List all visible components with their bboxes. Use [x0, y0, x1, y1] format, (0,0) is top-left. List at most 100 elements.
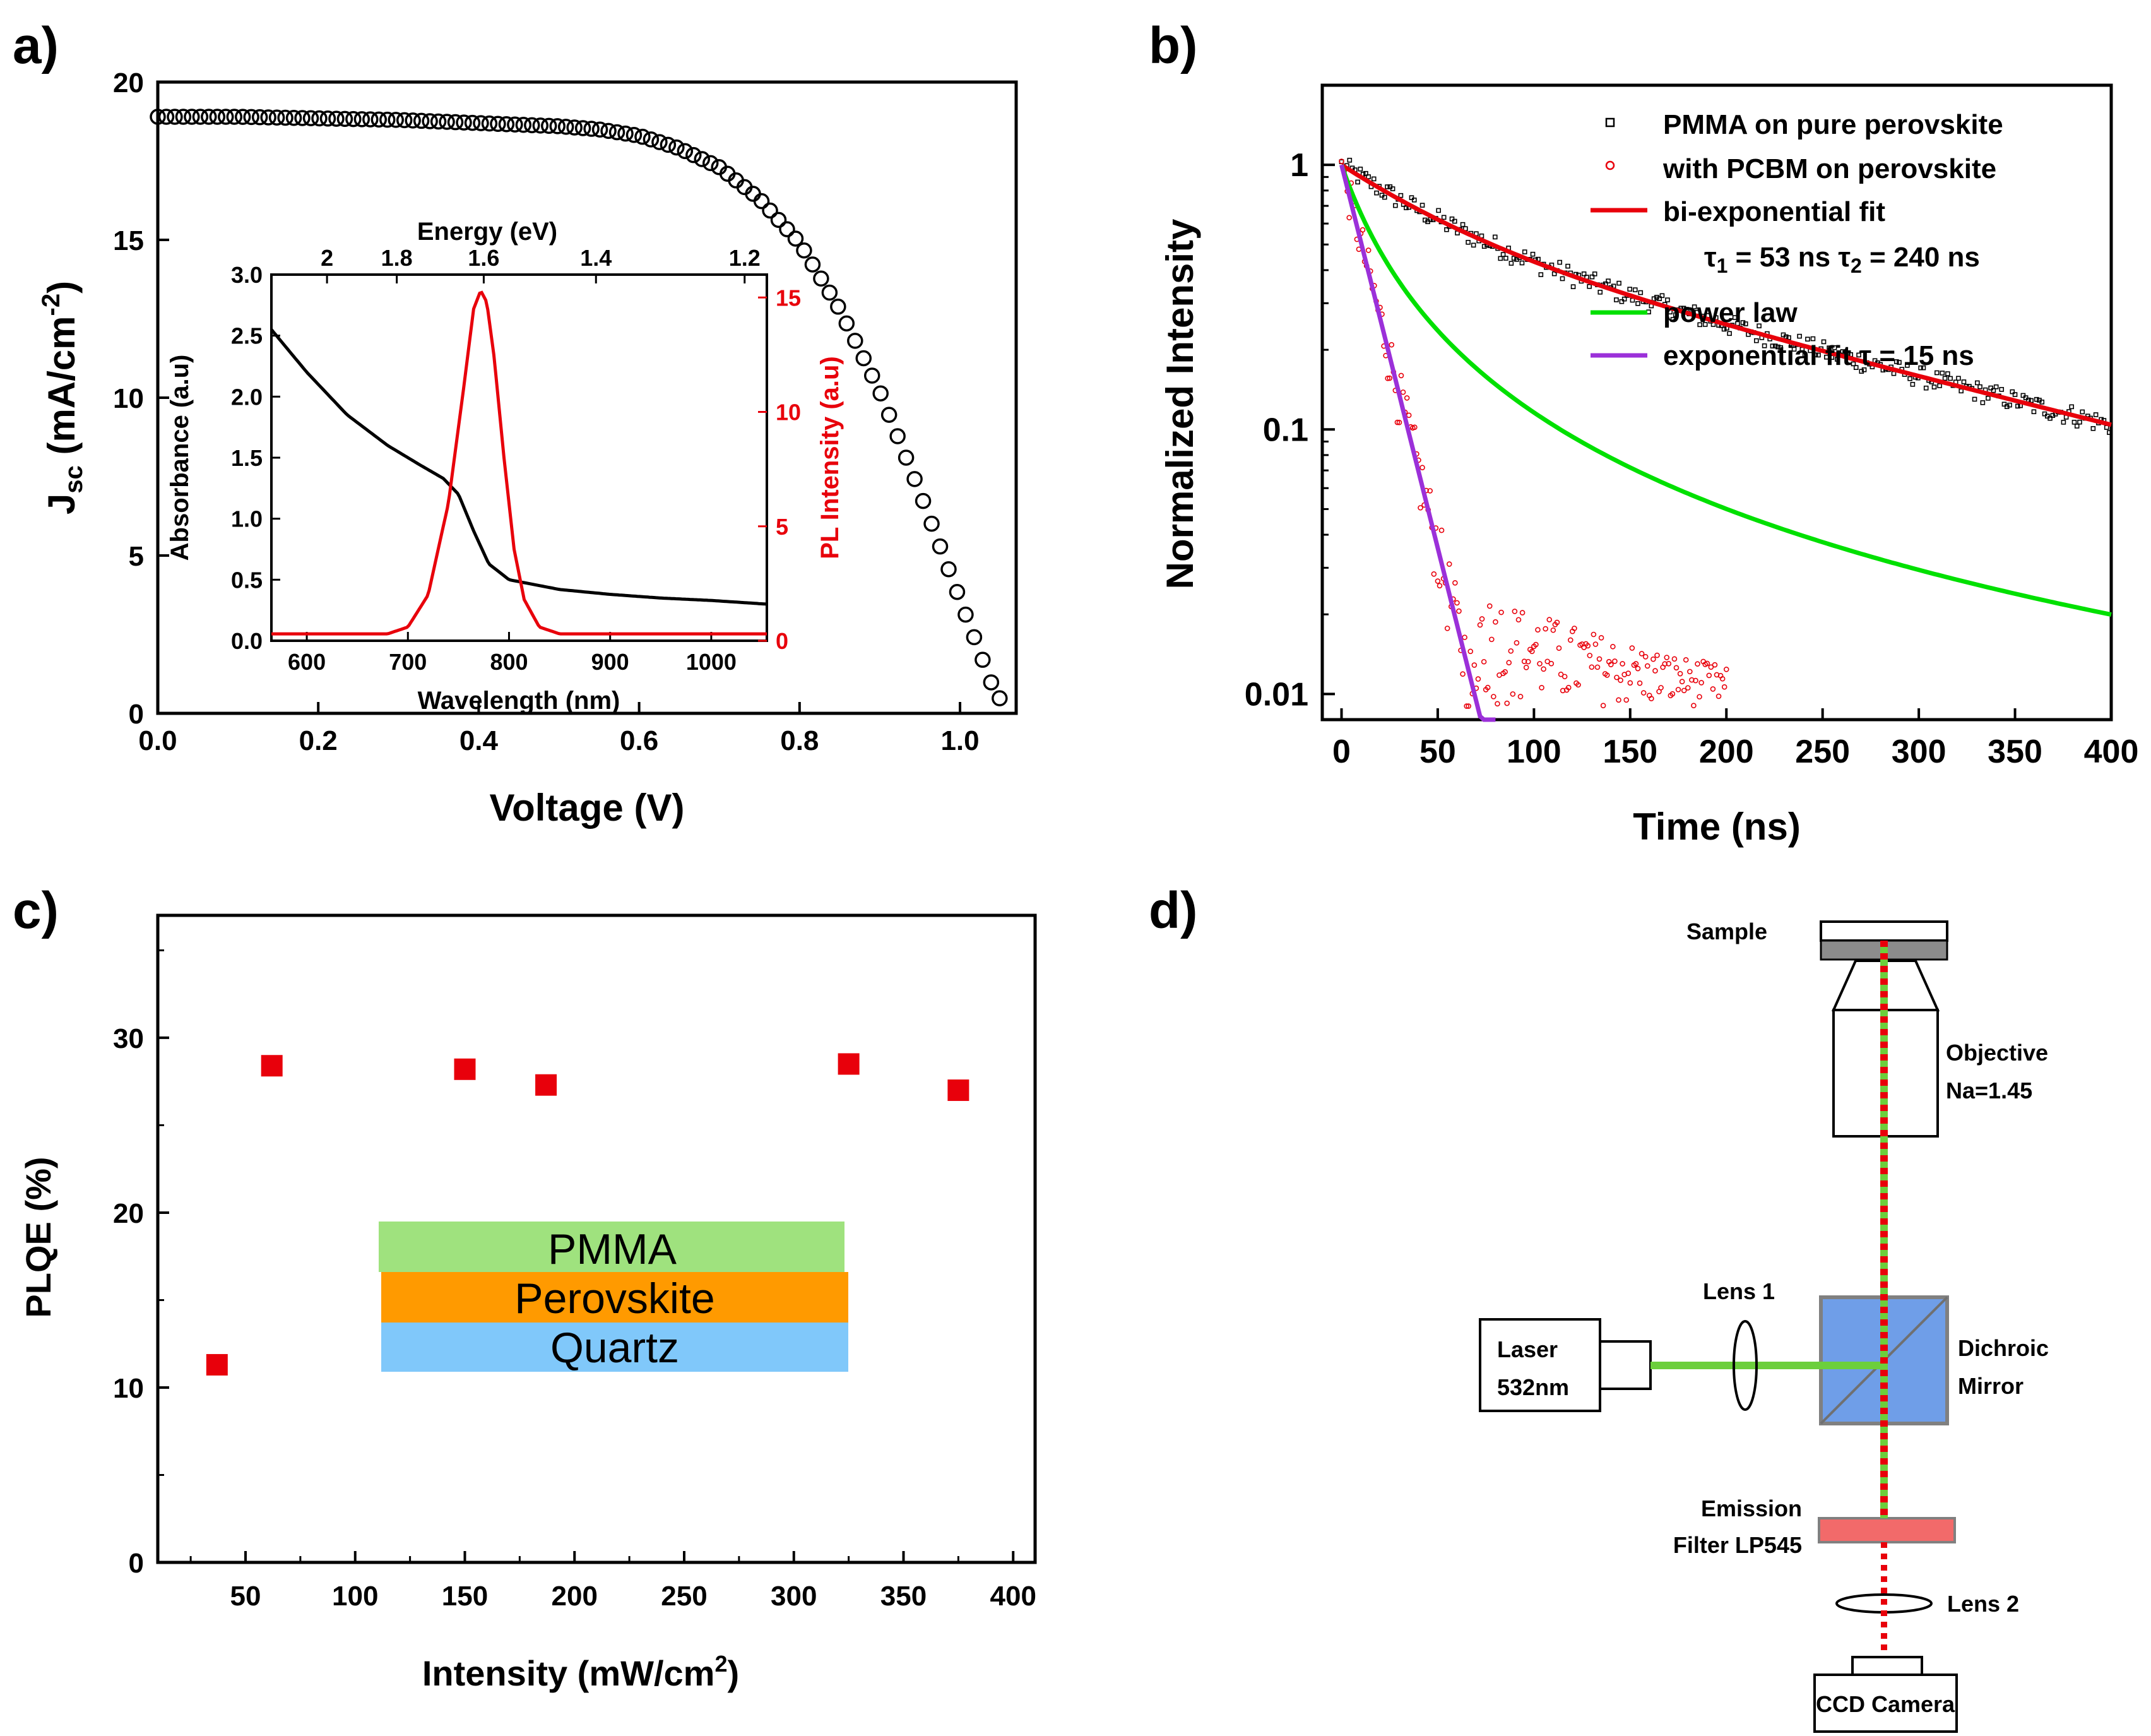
pmma-point	[1757, 323, 1762, 329]
y-tick-label-b: 0.01	[1245, 676, 1308, 713]
jv-point	[464, 114, 481, 131]
jv-point	[880, 407, 898, 423]
pmma-point	[2047, 415, 2053, 421]
pmma-point	[1986, 396, 1991, 401]
inset-y-tick-label: 1.5	[231, 445, 263, 471]
pmma-point	[1910, 382, 1916, 387]
x-tick-label-b: 200	[1699, 734, 1754, 770]
pmma-point	[1921, 365, 1926, 371]
pmma-point	[1670, 317, 1676, 322]
pmma-point	[1551, 271, 1557, 276]
pmma-point	[2031, 409, 2037, 415]
pmma-point	[1956, 376, 1961, 381]
pmma-point	[1411, 198, 1417, 203]
jv-point	[243, 109, 259, 126]
laser-label-1: Laser	[1497, 1336, 1558, 1362]
pcbm-point	[1437, 583, 1443, 589]
pcbm-point	[1723, 667, 1729, 672]
y-tick-label-c: 10	[113, 1373, 144, 1404]
jv-point	[583, 121, 600, 137]
jv-point	[524, 117, 540, 134]
pmma-point	[1778, 345, 1784, 350]
pmma-point	[1522, 249, 1527, 254]
x-tick-label-c: 50	[230, 1581, 261, 1612]
jv-point	[702, 155, 719, 172]
pmma-point	[1673, 312, 1678, 318]
pmma-point	[1382, 194, 1387, 200]
pcbm-point	[1514, 640, 1520, 646]
pmma-point	[1355, 179, 1360, 185]
x-tick-label-a: 0.8	[780, 725, 819, 756]
inset-y2-tick-label: 5	[776, 514, 788, 540]
pmma-point	[1791, 347, 1797, 352]
y-tick-label-c: 30	[113, 1023, 144, 1054]
pcbm-point	[1398, 372, 1404, 379]
jv-point	[863, 367, 880, 384]
x-tick-label-a: 0.4	[459, 725, 499, 756]
pmma-point	[1805, 336, 1810, 342]
pmma-point	[1823, 354, 1829, 360]
pmma-point	[2039, 400, 2045, 405]
jv-point	[651, 134, 668, 150]
pmma-point	[2010, 389, 2015, 395]
inset-x2-tick-label: 2	[321, 245, 333, 271]
pcbm-point	[1419, 465, 1425, 470]
pmma-point	[1452, 218, 1457, 224]
pcbm-point	[1673, 665, 1680, 671]
pcbm-point	[1693, 677, 1698, 684]
pmma-point	[1697, 322, 1702, 328]
jv-series	[150, 109, 1008, 706]
legend-item-pmma: PMMA on pure perovskite	[1605, 109, 2003, 140]
pmma-point	[1980, 400, 1986, 405]
jv-point	[370, 111, 388, 128]
jv-point	[940, 561, 957, 578]
pcbm-point	[1464, 703, 1469, 709]
y-tick-label-a: 10	[113, 383, 144, 414]
pmma-point	[1810, 336, 1816, 342]
x-tick-label-b: 100	[1507, 734, 1561, 770]
pmma-point	[1659, 293, 1665, 299]
tau2-symbol: τ	[1838, 242, 1851, 273]
pmma-point	[1893, 359, 1899, 364]
pmma-point	[1500, 252, 1506, 257]
pmma-point	[1565, 263, 1570, 269]
pcbm-point	[1418, 505, 1423, 511]
jv-point	[405, 112, 421, 129]
jv-point	[150, 109, 166, 125]
pcbm-point	[1644, 663, 1650, 669]
jv-point	[201, 109, 217, 125]
jv-point	[490, 116, 506, 132]
pmma-point	[2015, 403, 2020, 409]
plqe-series	[206, 1053, 969, 1376]
pcbm-point	[1560, 687, 1566, 694]
pcbm-point	[1708, 664, 1714, 670]
plqe-point	[838, 1053, 860, 1075]
pmma-point	[1840, 349, 1846, 354]
jv-point	[396, 112, 413, 129]
jv-point	[813, 270, 829, 287]
jv-point	[473, 115, 489, 131]
y-tick-label-c: 0	[129, 1548, 144, 1579]
pcbm-point	[1572, 626, 1577, 631]
tau-values-label: τ1 = 53 ns τ2 = 240 ns	[1704, 242, 1980, 277]
pmma-point	[1508, 261, 1514, 266]
pcbm-point	[1406, 412, 1412, 419]
pcbm-point	[1400, 389, 1406, 395]
inset-x-tick-label: 900	[591, 649, 629, 675]
pmma-point	[1619, 299, 1625, 304]
pmma-point	[2001, 401, 2007, 407]
jv-point	[643, 131, 660, 148]
pmma-point	[1945, 371, 1950, 376]
panel-c-plqe-chart: PMMA Perovskite Quartz 50 100 150 200 250 300…	[18, 913, 1037, 1693]
jv-point	[898, 449, 915, 466]
quartz-label: Quartz	[550, 1324, 679, 1372]
panel-label-d: d)	[1149, 882, 1197, 939]
pcbm-point	[1452, 580, 1458, 586]
pmma-point	[1975, 380, 1980, 386]
ccd-camera	[1813, 1674, 1958, 1733]
jv-point	[439, 114, 455, 130]
pcbm-point	[1591, 631, 1597, 638]
pmma-point	[1441, 215, 1447, 220]
pcbm-point	[1466, 703, 1472, 709]
pmma-point	[1931, 384, 1937, 389]
